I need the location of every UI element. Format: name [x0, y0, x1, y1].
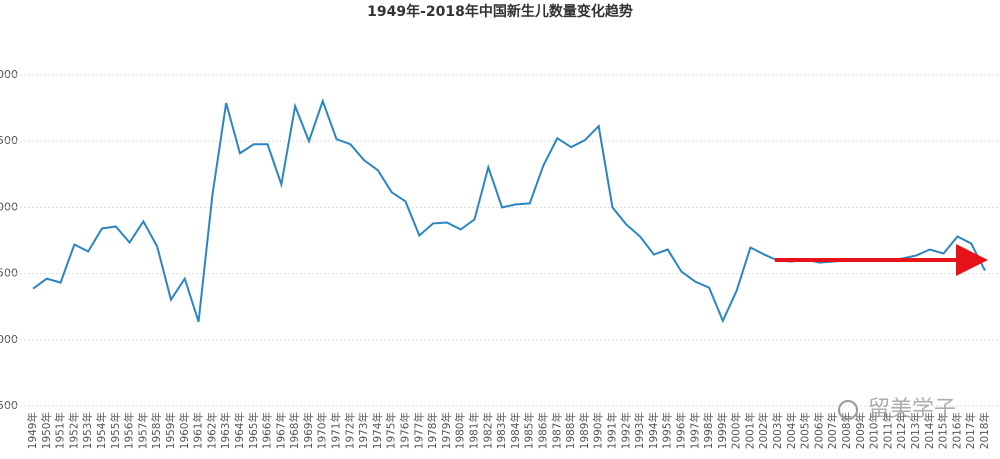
- x-tick-label: 1989年: [578, 412, 591, 449]
- x-tick-label: 1964年: [233, 412, 246, 449]
- x-tick-label: 1981年: [468, 412, 481, 449]
- x-tick-label: 1952年: [67, 412, 80, 449]
- x-tick-label: 1990年: [592, 412, 605, 449]
- x-tick-label: 2006年: [812, 412, 825, 449]
- x-tick-label: 1988年: [564, 412, 577, 449]
- x-tick-label: 1985年: [523, 412, 536, 449]
- x-tick-label: 1967年: [274, 412, 287, 449]
- x-tick-label: 1976年: [399, 412, 412, 449]
- x-tick-label: 1950年: [40, 412, 53, 449]
- chart-title: 1949年-2018年中国新生儿数量变化趋势: [367, 3, 633, 20]
- x-tick-label: 1991年: [605, 412, 618, 449]
- x-tick-label: 1968年: [288, 412, 301, 449]
- x-tick-label: 2007年: [826, 412, 839, 449]
- x-tick-label: 2000年: [730, 412, 743, 449]
- x-tick-label: 1957年: [136, 412, 149, 449]
- x-tick-label: 2018年: [978, 412, 991, 449]
- x-tick-label: 1997年: [688, 412, 701, 449]
- watermark: 留美学子: [868, 397, 956, 422]
- x-tick-label: 2002年: [757, 412, 770, 449]
- x-tick-label: 2016年: [950, 412, 963, 449]
- x-tick-label: 1983年: [495, 412, 508, 449]
- x-tick-label: 1965年: [247, 412, 260, 449]
- x-tick-label: 1986年: [536, 412, 549, 449]
- x-tick-label: 2011年: [881, 412, 894, 449]
- x-tick-label: 2013年: [909, 412, 922, 449]
- x-tick-label: 1951年: [54, 412, 67, 449]
- x-tick-label: 2003年: [771, 412, 784, 449]
- x-tick-label: 1958年: [150, 412, 163, 449]
- x-tick-label: 1955年: [109, 412, 122, 449]
- x-tick-label: 1978年: [426, 412, 439, 449]
- plot: 500100015002000250030001949年1950年1951年19…: [0, 68, 1000, 449]
- x-tick-label: 2012年: [895, 412, 908, 449]
- x-tick-label: 1963年: [219, 412, 232, 449]
- x-tick-label: 2015年: [937, 412, 950, 449]
- x-tick-label: 1949年: [26, 412, 39, 449]
- x-tick-label: 1960年: [178, 412, 191, 449]
- x-tick-label: 1995年: [661, 412, 674, 449]
- x-tick-label: 1970年: [316, 412, 329, 449]
- x-tick-label: 2014年: [923, 412, 936, 449]
- x-tick-label: 1966年: [261, 412, 274, 449]
- x-tick-label: 1982年: [481, 412, 494, 449]
- x-tick-label: 2010年: [868, 412, 881, 449]
- x-tick-label: 1972年: [343, 412, 356, 449]
- x-tick-label: 1999年: [716, 412, 729, 449]
- x-tick-label: 1987年: [550, 412, 563, 449]
- x-tick-label: 1984年: [509, 412, 522, 449]
- watermark-icon: [838, 400, 858, 420]
- x-tick-label: 1975年: [385, 412, 398, 449]
- x-tick-label: 1998年: [702, 412, 715, 449]
- x-tick-label: 1974年: [371, 412, 384, 449]
- x-tick-label: 1959年: [164, 412, 177, 449]
- x-tick-label: 2004年: [785, 412, 798, 449]
- x-tick-label: 1994年: [647, 412, 660, 449]
- x-tick-label: 1980年: [454, 412, 467, 449]
- x-tick-label: 1996年: [674, 412, 687, 449]
- x-tick-label: 1956年: [123, 412, 136, 449]
- x-tick-label: 2001年: [743, 412, 756, 449]
- x-tick-label: 1979年: [440, 412, 453, 449]
- x-tick-label: 2005年: [799, 412, 812, 449]
- x-tick-label: 2017年: [964, 412, 977, 449]
- x-tick-label: 1992年: [619, 412, 632, 449]
- x-tick-label: 1962年: [205, 412, 218, 449]
- x-tick-label: 1969年: [302, 412, 315, 449]
- line: [32, 98, 986, 324]
- x-tick-label: 1973年: [357, 412, 370, 449]
- x-tick-label: 1993年: [633, 412, 646, 449]
- x-tick-label: 1954年: [95, 412, 108, 449]
- x-tick-label: 1953年: [81, 412, 94, 449]
- x-tick-label: 1971年: [330, 412, 343, 449]
- x-tick-label: 1977年: [412, 412, 425, 449]
- x-tick-label: 1961年: [192, 412, 205, 449]
- x-tick-label: 2008年: [840, 412, 853, 449]
- x-tick-label: 2009年: [854, 412, 867, 449]
